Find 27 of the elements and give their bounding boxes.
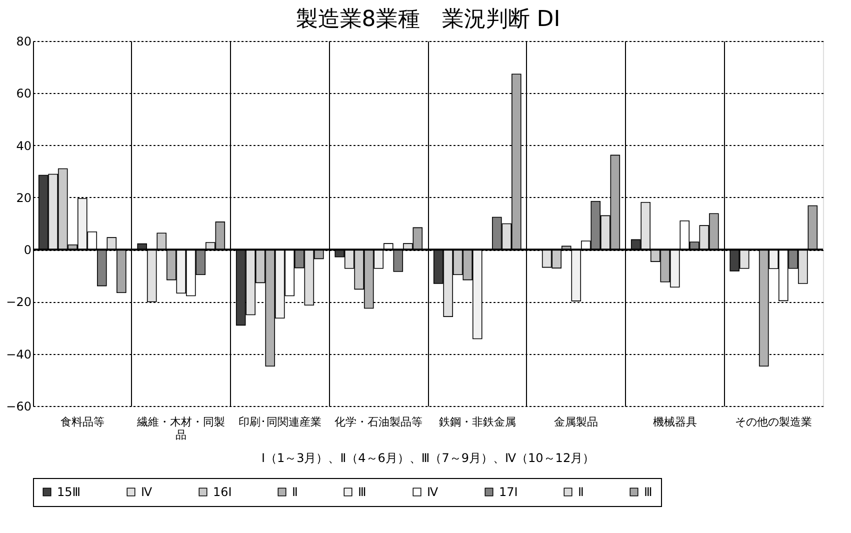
legend-label: Ⅳ xyxy=(141,485,152,499)
y-tick-label: −20 xyxy=(6,295,32,310)
legend-label: Ⅲ xyxy=(644,485,652,499)
x-tick-label: 食料品等 xyxy=(60,416,104,428)
x-tick-label: 金属製品 xyxy=(554,416,598,428)
legend-label: 17Ⅰ xyxy=(499,485,518,499)
legend-label: Ⅳ xyxy=(427,485,438,499)
x-tick-label: 機械器具 xyxy=(652,416,697,428)
chart-title: 製造業8業種 業況判断 DI xyxy=(296,7,560,32)
y-tick-label: 20 xyxy=(16,190,32,205)
y-tick-label: 40 xyxy=(16,138,32,153)
y-tick-label: 60 xyxy=(16,86,32,101)
x-tick-label: 鉄鋼・非鉄金属 xyxy=(438,416,516,428)
legend-label: 15Ⅲ xyxy=(57,485,81,499)
y-tick-label: −60 xyxy=(6,400,32,414)
legend-label: 16Ⅰ xyxy=(213,485,232,499)
x-tick-label: 印刷･同関連産業 xyxy=(238,416,322,428)
text: Ⅰ（1～3月）、Ⅱ（4～6月）、Ⅲ（7～9月）、Ⅳ（10～12月） xyxy=(261,451,595,465)
x-tick-label: 繊維・木材・同製品 xyxy=(136,416,226,442)
legend-label: Ⅱ xyxy=(292,485,298,499)
legend-label: Ⅱ xyxy=(578,485,584,499)
y-tick-label: 0 xyxy=(24,243,32,258)
x-tick-label: その他の製造業 xyxy=(735,416,812,428)
legend-label: Ⅲ xyxy=(358,485,366,499)
y-tick-label: 80 xyxy=(16,34,32,48)
x-tick-label: 化学・石油製品等 xyxy=(334,416,423,428)
y-tick-label: −40 xyxy=(6,347,32,362)
